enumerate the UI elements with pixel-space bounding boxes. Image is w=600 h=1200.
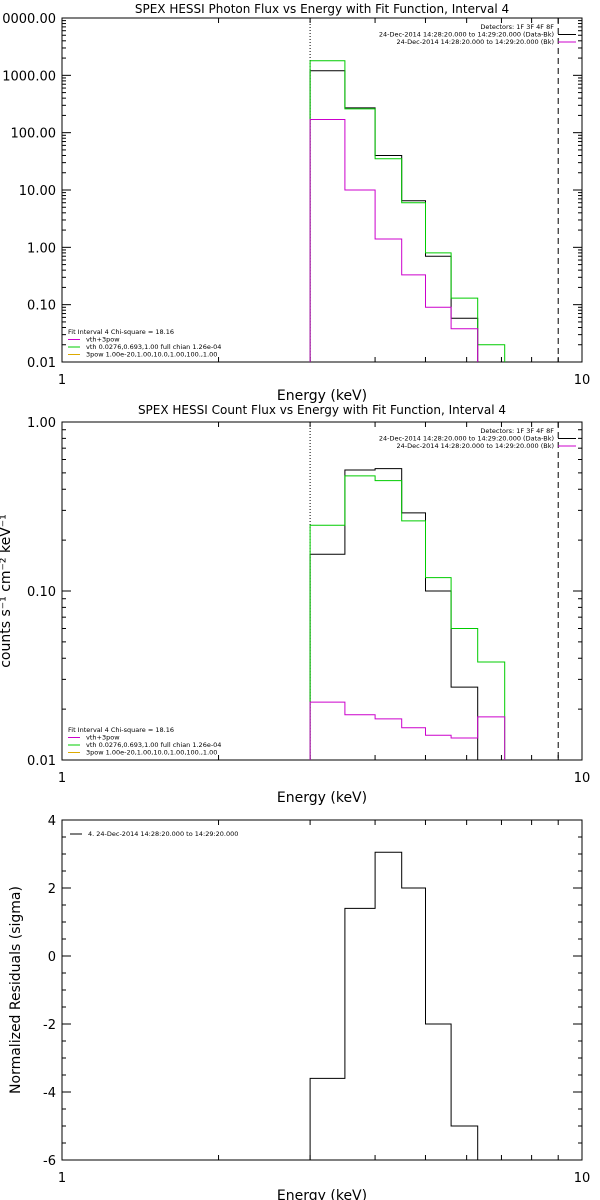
y-axis-label: counts s⁻¹ cm⁻² keV⁻¹ <box>0 514 14 668</box>
histogram-series-residuals <box>309 851 479 1160</box>
legend-entry: Detectors: 1F 3F 4F 8F <box>480 427 554 435</box>
chart-panel-1: SPEX HESSI Photon Flux vs Energy with Fi… <box>2 2 590 404</box>
x-axis-label: Energy (keV) <box>277 790 367 806</box>
legend-entry: 3pow 1.00e-20,1.00,10.0,1.00,100.,1.00 <box>86 351 217 359</box>
legend-entry: 24-Dec-2014 14:28:20.000 to 14:29:20.000… <box>379 435 554 443</box>
histogram-series-vth <box>309 60 506 362</box>
chart-panel-2: SPEX HESSI Count Flux vs Energy with Fit… <box>0 403 590 806</box>
x-axis-label: Energy (keV) <box>277 1188 367 1200</box>
y-tick-label: 10.00 <box>19 184 56 199</box>
y-tick-label: 0 <box>48 950 56 965</box>
chart-panel-3: -6 -4 -2 0 2 4 1 10 Energy (keV) Normalized Resid… <box>8 814 590 1200</box>
chart-title: SPEX HESSI Count Flux vs Energy with Fit… <box>138 403 506 417</box>
y-tick-label: -6 <box>43 1154 56 1169</box>
y-axis-label: Normalized Residuals (sigma) <box>8 886 24 1094</box>
legend-entry: 24-Dec-2014 14:28:20.000 to 14:29:20.000… <box>397 38 555 46</box>
plot-frame <box>61 17 583 363</box>
histogram-series-vth <box>309 475 506 760</box>
histogram-series-bk <box>309 119 479 362</box>
histogram-series-data-bk <box>309 70 479 362</box>
y-tick-label: -2 <box>43 1018 56 1033</box>
x-tick-label: 1 <box>58 1171 66 1186</box>
y-tick-label: 1.00 <box>27 241 56 256</box>
x-tick-label: 10 <box>574 373 591 388</box>
x-axis-label: Energy (keV) <box>277 388 367 404</box>
y-tick-label: 100.00 <box>11 127 57 142</box>
legend-entry: vth+3pow <box>86 336 120 344</box>
legend-entry: Fit Interval 4 Chi-square = 18.16 <box>68 726 174 734</box>
legend-entry: 3pow 1.00e-20,1.00,10.0,1.00,100.,1.00 <box>86 749 217 757</box>
legend-entry: 24-Dec-2014 14:28:20.000 to 14:29:20.000… <box>379 31 554 39</box>
x-tick-label: 10 <box>574 771 591 786</box>
y-tick-label: 1.00 <box>27 416 56 431</box>
histogram-series-data-bk <box>309 468 479 760</box>
y-tick-label: 1000.00 <box>2 69 56 84</box>
y-tick-label: -4 <box>43 1086 56 1101</box>
legend-entry: vth 0.0276,0.693,1.00 full chian 1.26e-0… <box>86 343 221 351</box>
plot-frame <box>61 421 583 761</box>
legend-entry: 24-Dec-2014 14:28:20.000 to 14:29:20.000… <box>397 442 555 450</box>
x-tick-label: 10 <box>574 1171 591 1186</box>
y-tick-label: 4 <box>48 814 56 829</box>
y-tick-label: 0.01 <box>27 754 56 769</box>
y-tick-label: 0.10 <box>27 299 56 314</box>
y-tick-label: 2 <box>48 882 56 897</box>
y-tick-label: 0000.00 <box>2 12 56 27</box>
chart-title: SPEX HESSI Photon Flux vs Energy with Fi… <box>135 2 509 16</box>
legend-entry: 4. 24-Dec-2014 14:28:20.000 to 14:29:20.… <box>88 830 238 838</box>
plot-frame <box>61 819 583 1161</box>
legend-entry: vth+3pow <box>86 734 120 742</box>
legend-entry: Fit Interval 4 Chi-square = 18.16 <box>68 328 174 336</box>
legend-entry: Detectors: 1F 3F 4F 8F <box>480 23 554 31</box>
histogram-series-bk <box>309 701 506 760</box>
y-tick-label: 0.10 <box>27 585 56 600</box>
legend-entry: vth 0.0276,0.693,1.00 full chian 1.26e-0… <box>86 741 221 749</box>
x-tick-label: 1 <box>58 373 66 388</box>
y-tick-label: 0.01 <box>27 356 56 371</box>
x-tick-label: 1 <box>58 771 66 786</box>
